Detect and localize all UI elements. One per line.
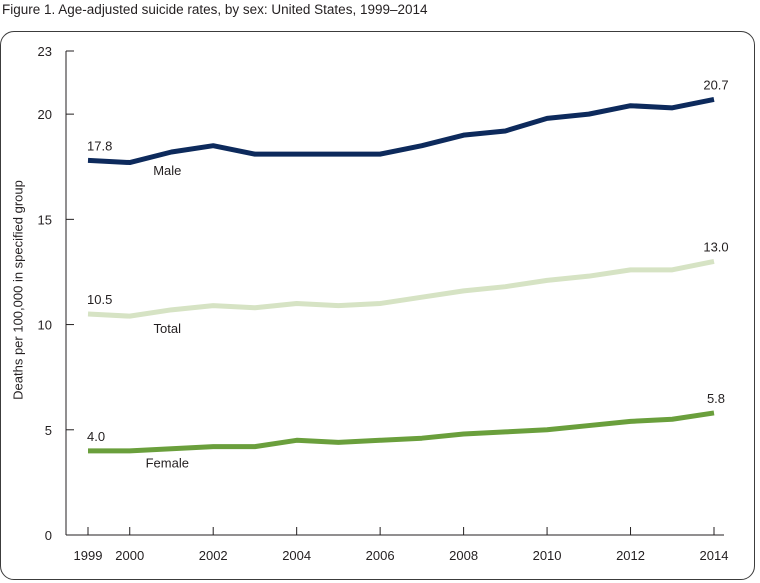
x-tick-label: 2000 xyxy=(115,548,144,563)
x-tick-label: 2002 xyxy=(199,548,228,563)
y-tick-label: 15 xyxy=(38,212,52,227)
x-tick-label: 2006 xyxy=(366,548,395,563)
x-tick-label: 2012 xyxy=(616,548,645,563)
y-tick-label: 10 xyxy=(38,318,52,333)
series-line-female xyxy=(88,410,715,454)
data-label-total-last: 13.0 xyxy=(703,239,728,254)
x-tick-label: 2008 xyxy=(449,548,478,563)
series-line-total xyxy=(87,258,715,319)
data-label-total-first: 10.5 xyxy=(87,292,112,307)
data-label-male-last: 20.7 xyxy=(703,77,728,92)
y-tick-label: 5 xyxy=(45,423,52,438)
x-tick-label: 2010 xyxy=(533,548,562,563)
chart-frame xyxy=(0,31,755,580)
figure-title: Figure 1. Age-adjusted suicide rates, by… xyxy=(2,2,428,17)
y-tick-label: 20 xyxy=(38,107,52,122)
data-label-female-last: 5.8 xyxy=(707,391,725,406)
data-label-male-first: 17.8 xyxy=(87,138,112,153)
series-label-total: Total xyxy=(154,321,182,336)
y-tick-label: 23 xyxy=(38,44,52,59)
x-tick-label: 1999 xyxy=(74,548,103,563)
x-tick-label: 2014 xyxy=(700,548,729,563)
x-tick-label: 2004 xyxy=(282,548,311,563)
series-line-male xyxy=(87,96,715,166)
series-label-male: Male xyxy=(153,163,181,178)
y-tick-label: 0 xyxy=(45,528,52,543)
series-label-female: Female xyxy=(146,456,189,471)
data-label-female-first: 4.0 xyxy=(87,429,105,444)
